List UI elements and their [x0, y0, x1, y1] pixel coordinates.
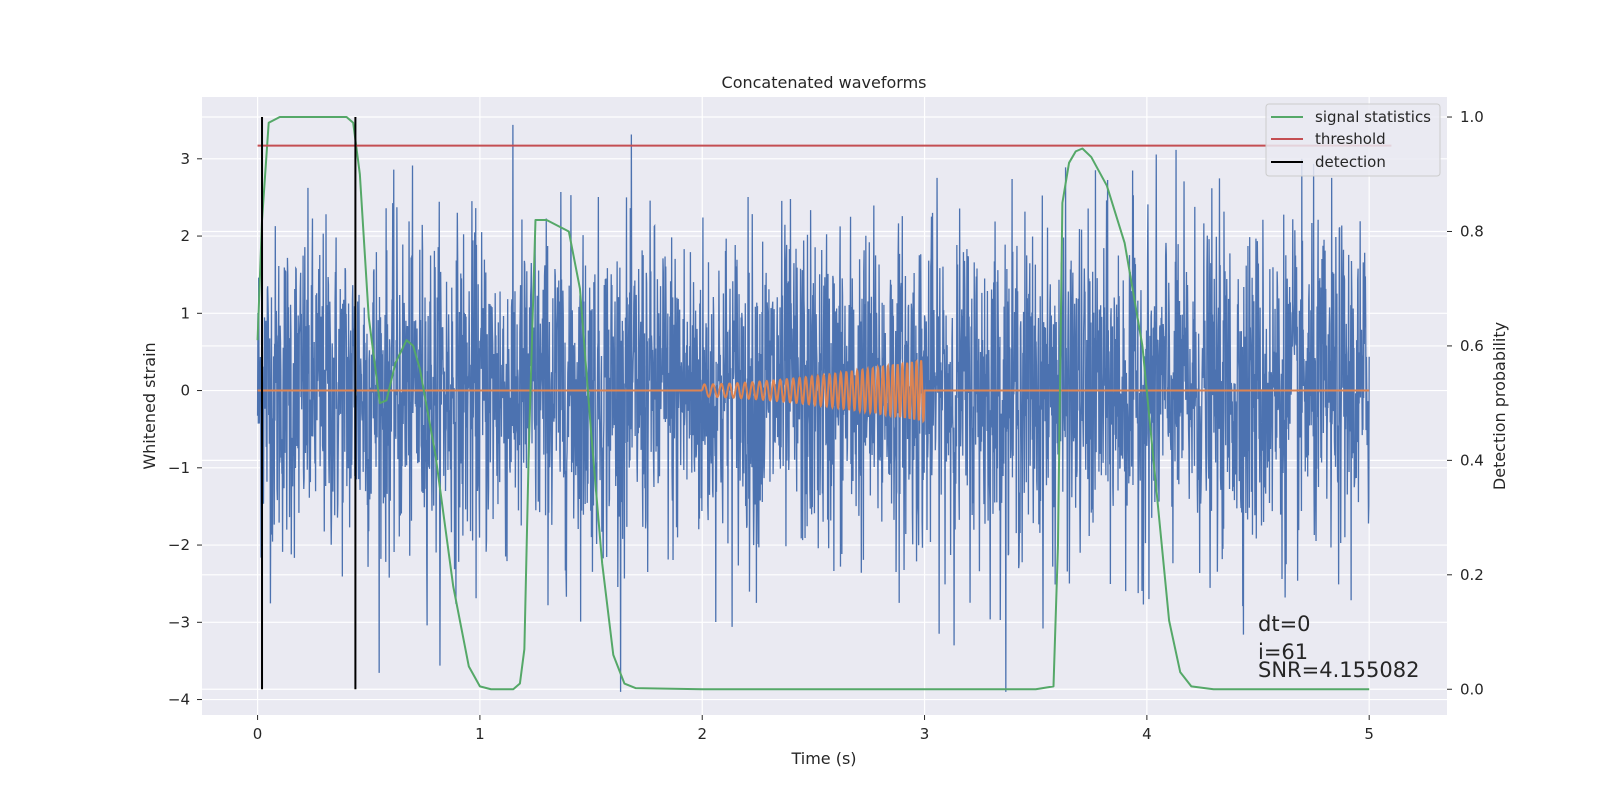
series-line-strain [256, 124, 1370, 692]
x-tick-label: 2 [697, 725, 707, 743]
plot-series [256, 116, 1392, 692]
y2-tick-label: 0.0 [1460, 680, 1484, 698]
legend-label-threshold: threshold [1315, 130, 1386, 148]
x-tick-label: 1 [475, 725, 485, 743]
y2-tick-label: 1.0 [1460, 108, 1484, 126]
y2-tick-label: 0.2 [1460, 566, 1484, 584]
y-tick-label: −4 [168, 691, 190, 709]
chart-title: Concatenated waveforms [722, 73, 927, 92]
annotation-snr: SNR=4.155082 [1258, 658, 1419, 682]
series-line-template [257, 359, 1370, 424]
y2-tick-label: 0.4 [1460, 451, 1484, 469]
x-axis-ticks: 0 1 2 3 4 5 [253, 715, 1374, 743]
series-line-signal-statistics [256, 116, 1370, 691]
y-tick-label: 1 [180, 304, 190, 322]
y-tick-label: 0 [180, 382, 190, 400]
legend-label-signal-statistics: signal statistics [1315, 108, 1431, 126]
legend-label-detection: detection [1315, 153, 1386, 171]
y-axis-ticks: −4 −3 −2 −1 0 1 2 3 [168, 150, 202, 709]
y2-tick-label: 0.8 [1460, 222, 1484, 240]
y2-tick-label: 0.6 [1460, 337, 1484, 355]
x-tick-label: 0 [253, 725, 263, 743]
annotation-i: i=61 [1258, 640, 1308, 664]
x-axis-label: Time (s) [790, 749, 856, 768]
y2-axis-label: Detection probability [1490, 322, 1509, 490]
x-tick-label: 3 [920, 725, 930, 743]
x-tick-label: 5 [1364, 725, 1374, 743]
y-axis-label: Whitened strain [140, 342, 159, 469]
y-tick-label: −1 [168, 459, 190, 477]
annotation-block: dt=0 i=61 SNR=4.155082 [1258, 612, 1419, 682]
x-tick-label: 4 [1142, 725, 1152, 743]
y2-axis-ticks: 0.0 0.2 0.4 0.6 0.8 1.0 [1447, 108, 1484, 698]
y-tick-label: −3 [168, 613, 190, 631]
annotation-dt: dt=0 [1258, 612, 1311, 636]
y-tick-label: 3 [180, 150, 190, 168]
y-tick-label: −2 [168, 536, 190, 554]
y-tick-label: 2 [180, 227, 190, 245]
legend: signal statistics threshold detection [1265, 103, 1441, 177]
legend-frame [1265, 103, 1441, 177]
